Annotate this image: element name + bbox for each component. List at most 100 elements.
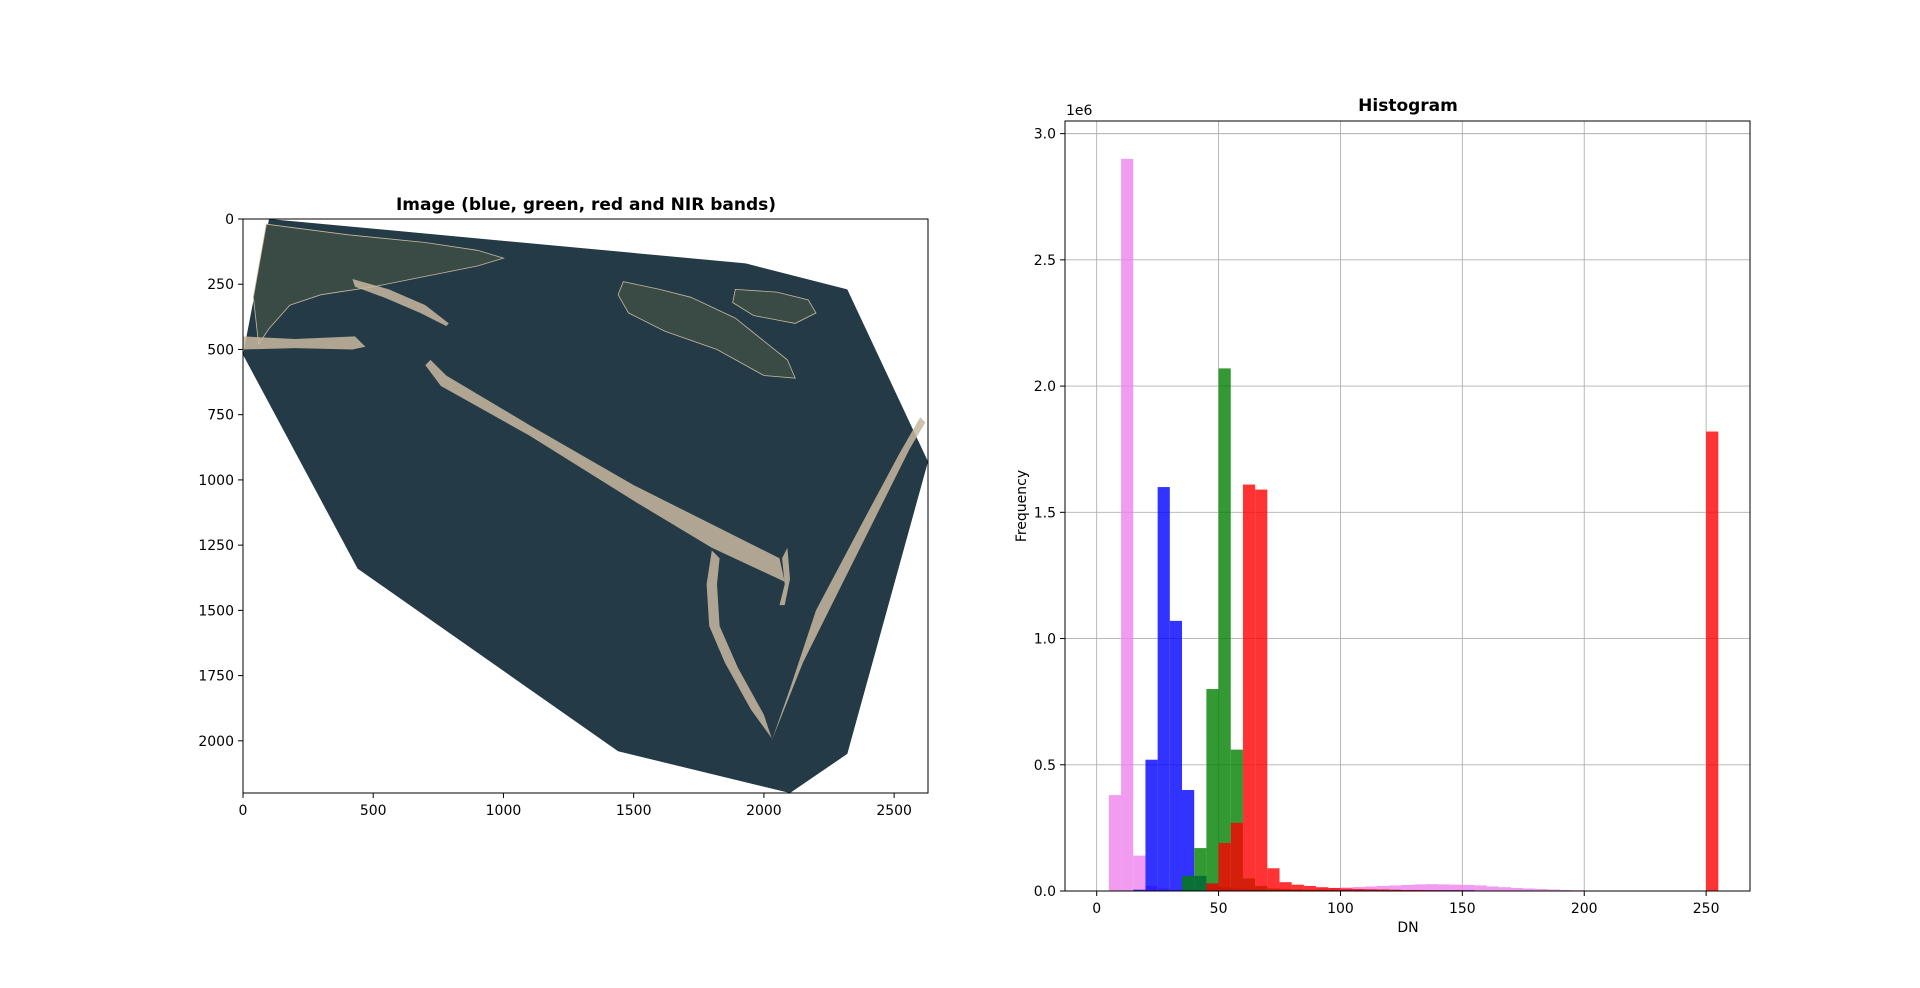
histogram-bars bbox=[1108, 158, 1719, 891]
histogram-bar bbox=[1559, 889, 1573, 891]
histogram-bar bbox=[1291, 884, 1304, 891]
island-2 bbox=[706, 550, 772, 739]
image-footprint bbox=[243, 219, 928, 793]
histogram-subplot: Histogram 0 50 100 150 200 250 0.0 0.5 1.0 1.5 2.0… bbox=[1014, 96, 1751, 936]
histogram-bar bbox=[1108, 795, 1122, 891]
image-axes-frame bbox=[242, 218, 929, 794]
histogram-bar bbox=[1206, 883, 1219, 891]
histogram-ytick-label: 0.0 bbox=[1034, 884, 1056, 900]
histogram-series-3 bbox=[1206, 431, 1719, 891]
image-ytick-label: 0 bbox=[225, 212, 234, 228]
histogram-bar bbox=[1450, 884, 1463, 891]
image-ytick-label: 500 bbox=[207, 342, 234, 358]
histogram-bar bbox=[1218, 843, 1231, 891]
image-subplot: Image (blue, green, red and NIR bands) 0… bbox=[198, 195, 929, 819]
histogram-bar bbox=[1401, 884, 1414, 891]
histogram-series-0 bbox=[1108, 158, 1609, 891]
histogram-bar bbox=[1182, 790, 1195, 891]
image-xtick-label: 1000 bbox=[486, 803, 522, 819]
histogram-bar bbox=[1157, 487, 1170, 891]
image-ytick-label: 750 bbox=[207, 408, 234, 424]
histogram-bar bbox=[1377, 885, 1390, 891]
histogram-bar bbox=[1182, 875, 1195, 891]
histogram-bar bbox=[1523, 888, 1536, 891]
histogram-scale-label: 1e6 bbox=[1066, 103, 1093, 119]
histogram-xtick-label: 0 bbox=[1092, 901, 1101, 917]
histogram-series-1 bbox=[1133, 487, 1585, 891]
histogram-ylabel: Frequency bbox=[1014, 470, 1030, 542]
histogram-bar bbox=[1413, 884, 1426, 891]
histogram-bar bbox=[1255, 489, 1268, 891]
histogram-bar bbox=[1328, 887, 1341, 891]
image-ytick-label: 1250 bbox=[198, 538, 234, 554]
histogram-bar bbox=[1364, 889, 1378, 891]
histogram-bar bbox=[1511, 887, 1524, 891]
image-ytick-label: 1000 bbox=[198, 473, 234, 489]
histogram-bar bbox=[1303, 885, 1317, 891]
histogram-bar bbox=[1121, 158, 1134, 891]
island-6 bbox=[352, 279, 449, 326]
histogram-bar bbox=[1462, 884, 1475, 891]
satellite-image bbox=[243, 219, 928, 793]
histogram-bar bbox=[1340, 888, 1353, 891]
histogram-bar bbox=[1706, 431, 1719, 891]
histogram-xtick-label: 150 bbox=[1449, 901, 1476, 917]
histogram-bar bbox=[1474, 885, 1487, 891]
histogram-bar bbox=[1498, 887, 1512, 891]
histogram-bar bbox=[1194, 848, 1207, 891]
histogram-bar bbox=[1389, 885, 1402, 891]
histogram-axes-ticks: 0 50 100 150 200 250 0.0 0.5 1.0 1.5 2.0 2.5 3.0 bbox=[1034, 127, 1720, 917]
histogram-bar bbox=[1279, 882, 1292, 891]
image-ytick-label: 1750 bbox=[198, 669, 234, 685]
histogram-bar bbox=[1437, 884, 1451, 891]
histogram-bar bbox=[1401, 889, 1414, 891]
histogram-title: Histogram bbox=[1358, 96, 1458, 116]
image-ytick-label: 250 bbox=[207, 277, 234, 293]
image-xtick-label: 2000 bbox=[746, 803, 782, 819]
histogram-xtick-label: 50 bbox=[1210, 901, 1228, 917]
image-xtick-label: 500 bbox=[360, 803, 387, 819]
histogram-bar bbox=[1535, 888, 1548, 891]
image-xtick-label: 1500 bbox=[616, 803, 652, 819]
histogram-bar bbox=[1547, 889, 1560, 891]
histogram-bar bbox=[1145, 759, 1158, 891]
histogram-bar bbox=[1352, 888, 1365, 891]
image-title: Image (blue, green, red and NIR bands) bbox=[396, 195, 776, 215]
island-3 bbox=[617, 281, 796, 379]
histogram-ytick-label: 2.0 bbox=[1034, 379, 1056, 395]
histogram-ytick-label: 1.0 bbox=[1034, 632, 1056, 648]
image-ytick-label: 2000 bbox=[198, 734, 234, 750]
island-8 bbox=[779, 547, 790, 606]
image-ytick-label: 1500 bbox=[198, 603, 234, 619]
histogram-xtick-label: 250 bbox=[1693, 901, 1720, 917]
histogram-ytick-label: 3.0 bbox=[1034, 127, 1056, 143]
histogram-bar bbox=[1267, 868, 1280, 891]
histogram-bar bbox=[1486, 886, 1499, 891]
histogram-ytick-label: 0.5 bbox=[1034, 758, 1056, 774]
histogram-xtick-label: 100 bbox=[1327, 901, 1354, 917]
histogram-bar bbox=[1218, 368, 1231, 891]
histogram-bar bbox=[1425, 884, 1438, 891]
histogram-bar bbox=[1230, 822, 1243, 891]
histogram-bar bbox=[1133, 889, 1146, 891]
image-axes-ticks: 0 500 1000 1500 2000 2500 0 250 500 750 1000 1250 15… bbox=[198, 212, 912, 819]
histogram-ytick-label: 1.5 bbox=[1034, 505, 1056, 521]
histogram-bar bbox=[1242, 484, 1256, 891]
histogram-bar bbox=[1377, 889, 1390, 891]
histogram-bar bbox=[1169, 620, 1183, 891]
histogram-axes-frame bbox=[1064, 120, 1751, 892]
island-7 bbox=[243, 336, 366, 350]
histogram-ytick-label: 2.5 bbox=[1034, 253, 1056, 269]
histogram-bar bbox=[1389, 889, 1402, 891]
island-4 bbox=[732, 288, 817, 324]
histogram-bar bbox=[1133, 855, 1146, 891]
image-xtick-label: 0 bbox=[239, 803, 248, 819]
histogram-bar bbox=[1206, 689, 1219, 891]
island-0 bbox=[425, 359, 785, 582]
histogram-xtick-label: 200 bbox=[1571, 901, 1598, 917]
image-xtick-label: 2500 bbox=[876, 803, 912, 819]
histogram-bar bbox=[1413, 889, 1426, 891]
histogram-xlabel: DN bbox=[1397, 920, 1418, 936]
histogram-bar bbox=[1316, 887, 1329, 891]
